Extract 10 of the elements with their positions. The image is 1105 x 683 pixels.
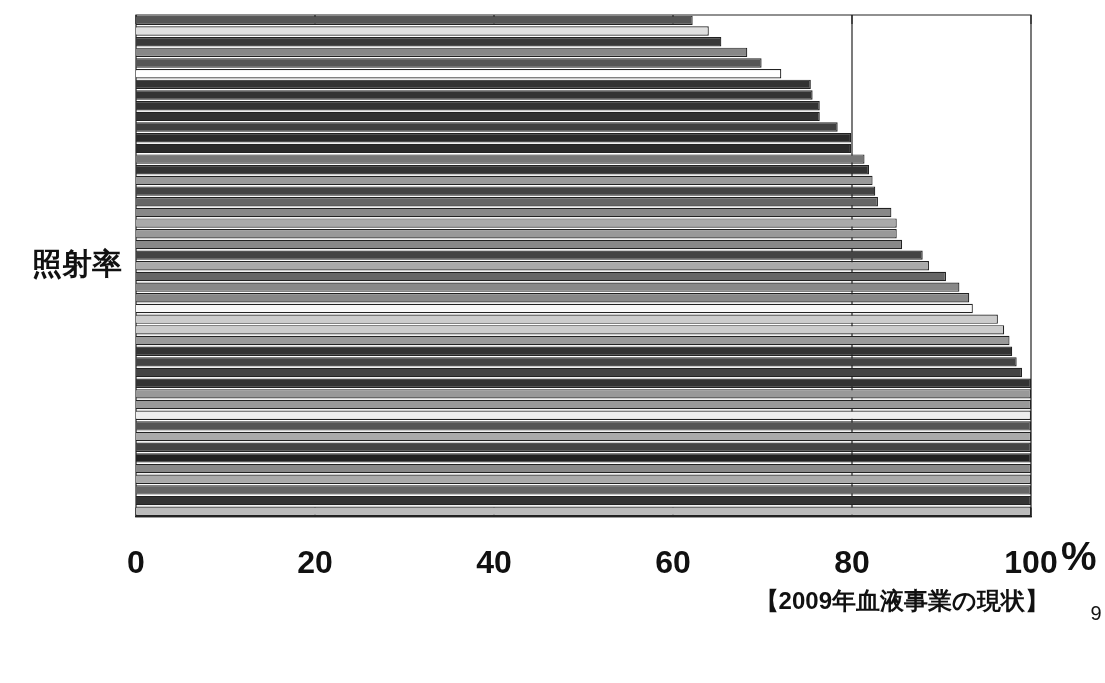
x-tick-label: 0 [127,543,145,580]
text: 9 [1090,602,1102,625]
y-axis-title: 照射率 [32,247,122,281]
x-tick-label: 80 [834,543,870,580]
x-tick-label: 20 [297,543,333,580]
x-tick-label: 40 [476,543,512,580]
text: 【2009年血液事業の現状】 [754,587,1049,615]
x-tick-label: 60 [655,543,691,580]
x-tick-label: 100 [1004,543,1058,580]
x-axis-title: % [1061,533,1097,578]
